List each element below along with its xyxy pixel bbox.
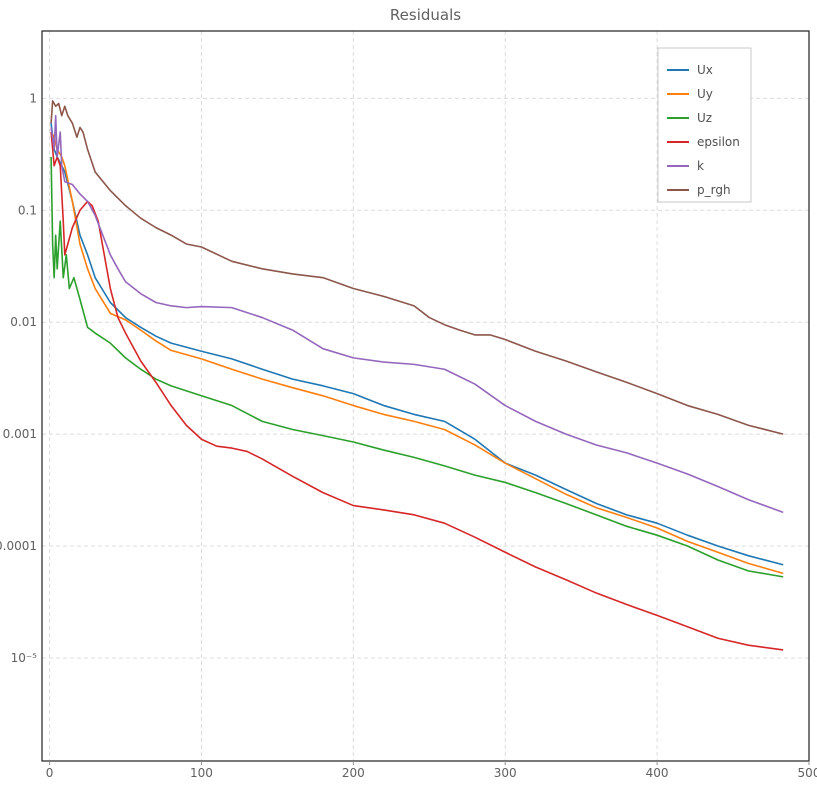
legend-label: Ux bbox=[697, 63, 713, 77]
legend-item-k[interactable]: k bbox=[667, 159, 704, 173]
series-line-k bbox=[50, 114, 784, 514]
legend-item-Ux[interactable]: Ux bbox=[667, 63, 713, 77]
legend-box bbox=[657, 47, 752, 203]
series-line-epsilon bbox=[50, 131, 784, 651]
y-tick-label: 0.001 bbox=[3, 427, 37, 441]
y-tick-label: 0.01 bbox=[10, 315, 37, 329]
chart-title: Residuals bbox=[390, 6, 461, 24]
y-tick-label: 10⁻⁵ bbox=[11, 651, 38, 665]
x-tick-label: 500 bbox=[798, 766, 817, 780]
x-tick-label: 100 bbox=[190, 766, 213, 780]
series-line-Uz bbox=[50, 156, 784, 578]
x-tick-label: 200 bbox=[342, 766, 365, 780]
legend-label: epsilon bbox=[697, 135, 740, 149]
y-axis: 1 0.1 0.01 0.001 0.0001 10⁻⁵ bbox=[0, 91, 37, 665]
legend-item-epsilon[interactable]: epsilon bbox=[667, 135, 740, 149]
series-line-p-rgh bbox=[50, 100, 784, 435]
x-tick-label: 300 bbox=[494, 766, 517, 780]
legend-label: Uz bbox=[697, 111, 712, 125]
legend[interactable]: Ux Uy Uz epsilon k p_rgh bbox=[657, 47, 752, 203]
legend-label: Uy bbox=[697, 87, 713, 101]
x-axis: 0 100 200 300 400 500 bbox=[46, 761, 817, 780]
legend-item-Uz[interactable]: Uz bbox=[667, 111, 712, 125]
y-tick-label: 0.1 bbox=[18, 203, 37, 217]
y-tick-label: 1 bbox=[29, 91, 37, 105]
x-tick-label: 0 bbox=[46, 766, 54, 780]
y-tick-label: 0.0001 bbox=[0, 539, 37, 553]
series-lines bbox=[50, 100, 784, 651]
x-tick-label: 400 bbox=[646, 766, 669, 780]
legend-item-Uy[interactable]: Uy bbox=[667, 87, 713, 101]
legend-label: p_rgh bbox=[697, 183, 731, 197]
series-line-Uy bbox=[50, 131, 784, 575]
plot-frame bbox=[41, 30, 810, 762]
legend-item-p-rgh[interactable]: p_rgh bbox=[667, 183, 731, 197]
legend-label: k bbox=[697, 159, 704, 173]
